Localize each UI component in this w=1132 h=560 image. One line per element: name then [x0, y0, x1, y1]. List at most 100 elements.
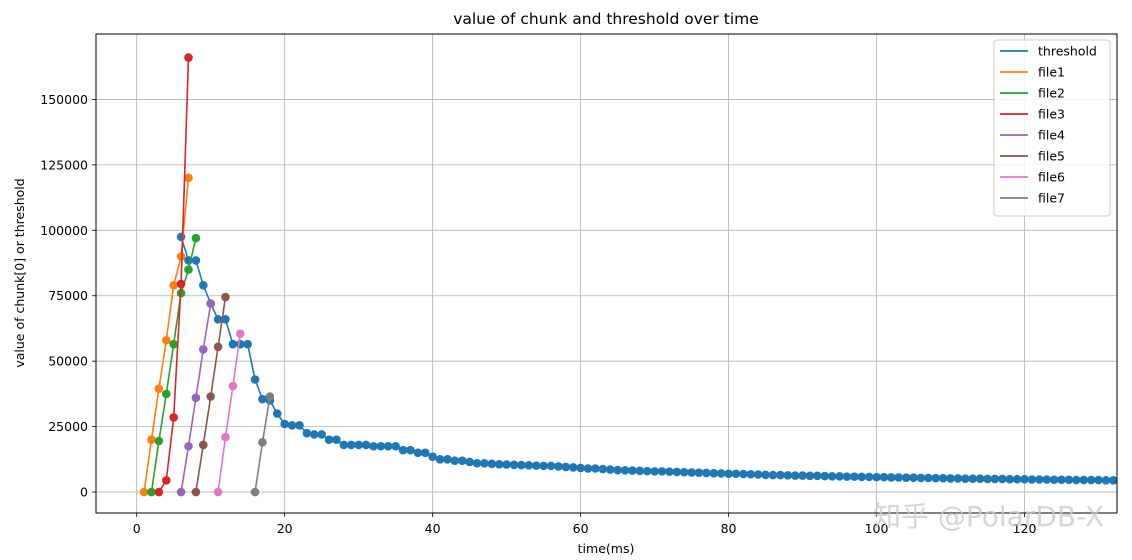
data-point-threshold [672, 467, 682, 477]
y-tick-label: 25000 [48, 419, 88, 434]
data-point-threshold [731, 469, 741, 479]
data-point-threshold [546, 461, 556, 471]
data-point-threshold [228, 339, 238, 349]
data-point-file2 [161, 389, 171, 399]
data-point-threshold [820, 471, 830, 481]
data-point-threshold [509, 460, 519, 470]
data-point-threshold [280, 419, 289, 429]
data-point-threshold [642, 466, 652, 476]
data-point-threshold [243, 339, 252, 349]
data-point-file5 [213, 342, 223, 352]
data-point-threshold [835, 472, 844, 481]
data-point-file6 [221, 432, 230, 442]
data-point-file1 [169, 280, 178, 290]
data-point-file4 [191, 393, 201, 403]
data-point-threshold [1049, 475, 1059, 485]
data-point-threshold [376, 441, 386, 451]
data-point-threshold [539, 461, 548, 471]
data-point-threshold [420, 448, 430, 458]
data-point-threshold [568, 463, 578, 472]
y-tick-label: 125000 [40, 157, 88, 172]
data-point-threshold [369, 441, 378, 451]
series-line-file2 [150, 237, 197, 493]
x-tick-label: 0 [133, 521, 141, 536]
data-point-file3 [169, 413, 178, 422]
x-tick-label: 120 [1013, 521, 1037, 536]
data-point-threshold [746, 469, 756, 479]
legend-label-file4: file4 [1038, 128, 1065, 143]
data-point-threshold [443, 455, 452, 464]
data-point-file3 [176, 279, 186, 289]
x-tick-label: 100 [865, 521, 889, 536]
data-point-threshold [272, 409, 282, 418]
data-point-threshold [198, 280, 208, 290]
data-point-threshold [946, 474, 955, 483]
data-point-file1 [147, 435, 156, 445]
data-point-threshold [524, 461, 534, 470]
data-point-threshold [842, 472, 852, 481]
data-point-threshold [450, 456, 460, 465]
data-point-file2 [191, 233, 201, 243]
x-tick-label: 40 [425, 521, 441, 536]
data-point-threshold [191, 256, 201, 265]
data-point-threshold [480, 458, 489, 468]
series-file4 [176, 299, 215, 497]
data-point-threshold [702, 468, 711, 478]
y-tick-label: 75000 [48, 288, 88, 303]
data-point-threshold [901, 473, 911, 482]
data-point-file7 [258, 438, 267, 447]
y-tick-label: 0 [80, 485, 88, 500]
data-point-file1 [154, 384, 164, 393]
data-point-threshold [716, 469, 726, 478]
data-point-threshold [346, 440, 356, 450]
y-axis-label: value of chunk[0] or threshold [12, 178, 27, 367]
data-point-file2 [169, 339, 178, 349]
x-axis-ticks: 0 20 40 60 80 100 120 [133, 513, 1037, 536]
data-point-threshold [916, 473, 926, 483]
data-point-file1 [161, 335, 171, 345]
data-point-threshold [1042, 475, 1052, 484]
x-tick-label: 60 [573, 521, 589, 536]
data-point-threshold [798, 471, 807, 480]
data-point-threshold [406, 445, 415, 455]
series-threshold [176, 232, 1118, 485]
legend-label-file2: file2 [1038, 86, 1065, 101]
data-point-threshold [398, 445, 408, 455]
x-tick-label: 20 [277, 521, 293, 536]
data-point-threshold [391, 441, 400, 451]
data-point-file5 [198, 440, 208, 450]
data-point-threshold [1035, 475, 1044, 484]
series-file2 [147, 233, 201, 497]
data-point-threshold [650, 467, 659, 476]
data-point-threshold [332, 435, 341, 445]
data-point-file6 [213, 487, 223, 497]
data-point-threshold [1094, 475, 1103, 485]
data-point-threshold [1079, 475, 1089, 485]
data-point-threshold [1101, 475, 1111, 485]
y-tick-label: 100000 [40, 223, 88, 238]
data-point-threshold [250, 375, 260, 384]
data-point-threshold [591, 464, 600, 473]
data-point-threshold [598, 464, 608, 474]
series-file5 [191, 292, 230, 497]
data-point-threshold [324, 435, 334, 445]
y-tick-label: 50000 [48, 354, 88, 369]
data-point-threshold [687, 468, 696, 477]
data-point-threshold [805, 471, 815, 481]
data-point-threshold [354, 440, 363, 450]
data-point-threshold [768, 470, 778, 480]
data-point-threshold [487, 459, 497, 469]
x-tick-label: 80 [721, 521, 737, 536]
data-point-threshold [894, 473, 904, 482]
data-point-threshold [472, 458, 482, 468]
plot-frame [95, 33, 1118, 514]
series-file6 [213, 329, 245, 497]
data-point-threshold [724, 469, 733, 479]
y-axis-ticks: 0 25000 50000 75000 100000 125000 150000 [40, 92, 96, 500]
data-point-threshold [1064, 475, 1074, 485]
data-point-threshold [938, 473, 948, 483]
data-point-file1 [184, 173, 193, 183]
data-point-threshold [864, 472, 874, 482]
data-point-threshold [213, 315, 223, 324]
data-point-file4 [198, 345, 208, 354]
